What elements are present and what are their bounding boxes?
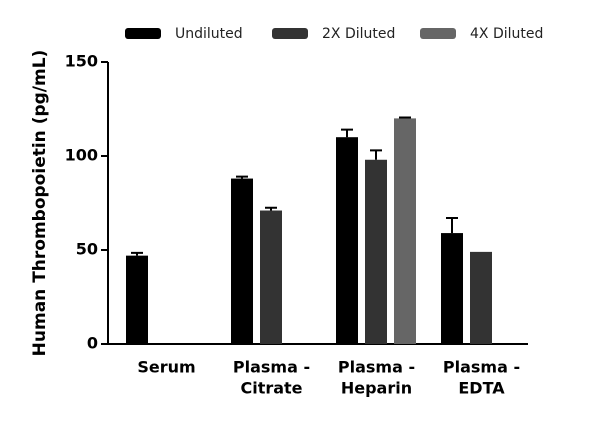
x-tick-label: Plasma - xyxy=(233,358,310,377)
x-tick-label: Plasma - xyxy=(338,358,415,377)
legend-swatch xyxy=(125,28,161,39)
bar xyxy=(126,255,148,344)
y-tick-label: 0 xyxy=(87,334,98,353)
legend-label: Undiluted xyxy=(175,26,243,42)
bar xyxy=(365,159,387,344)
x-tick-label: EDTA xyxy=(458,379,505,398)
bar xyxy=(231,178,253,344)
y-tick-label: 150 xyxy=(65,52,98,71)
error-bar xyxy=(399,116,411,119)
legend-label: 4X Diluted xyxy=(470,26,543,42)
bar xyxy=(336,137,358,344)
legend-swatch xyxy=(272,28,308,39)
error-bar xyxy=(236,175,248,179)
x-tick-label: Citrate xyxy=(240,379,302,398)
bar xyxy=(394,118,416,345)
y-tick-label: 100 xyxy=(65,146,98,165)
y-tick-label: 50 xyxy=(76,240,98,259)
error-bar xyxy=(370,149,382,160)
error-bar xyxy=(265,206,277,211)
y-axis-label: Human Thrombopoietin (pg/mL) xyxy=(30,50,50,357)
x-tick-label: Plasma - xyxy=(443,358,520,377)
error-bar xyxy=(341,128,353,138)
legend-label: 2X Diluted xyxy=(322,26,395,42)
bar xyxy=(470,251,492,344)
legend-swatch xyxy=(420,28,456,39)
error-bar xyxy=(131,251,143,256)
x-tick-label: Heparin xyxy=(341,379,412,398)
x-tick-label: Serum xyxy=(137,358,195,377)
bar xyxy=(441,233,463,344)
error-bar xyxy=(446,217,458,234)
bar xyxy=(260,210,282,344)
